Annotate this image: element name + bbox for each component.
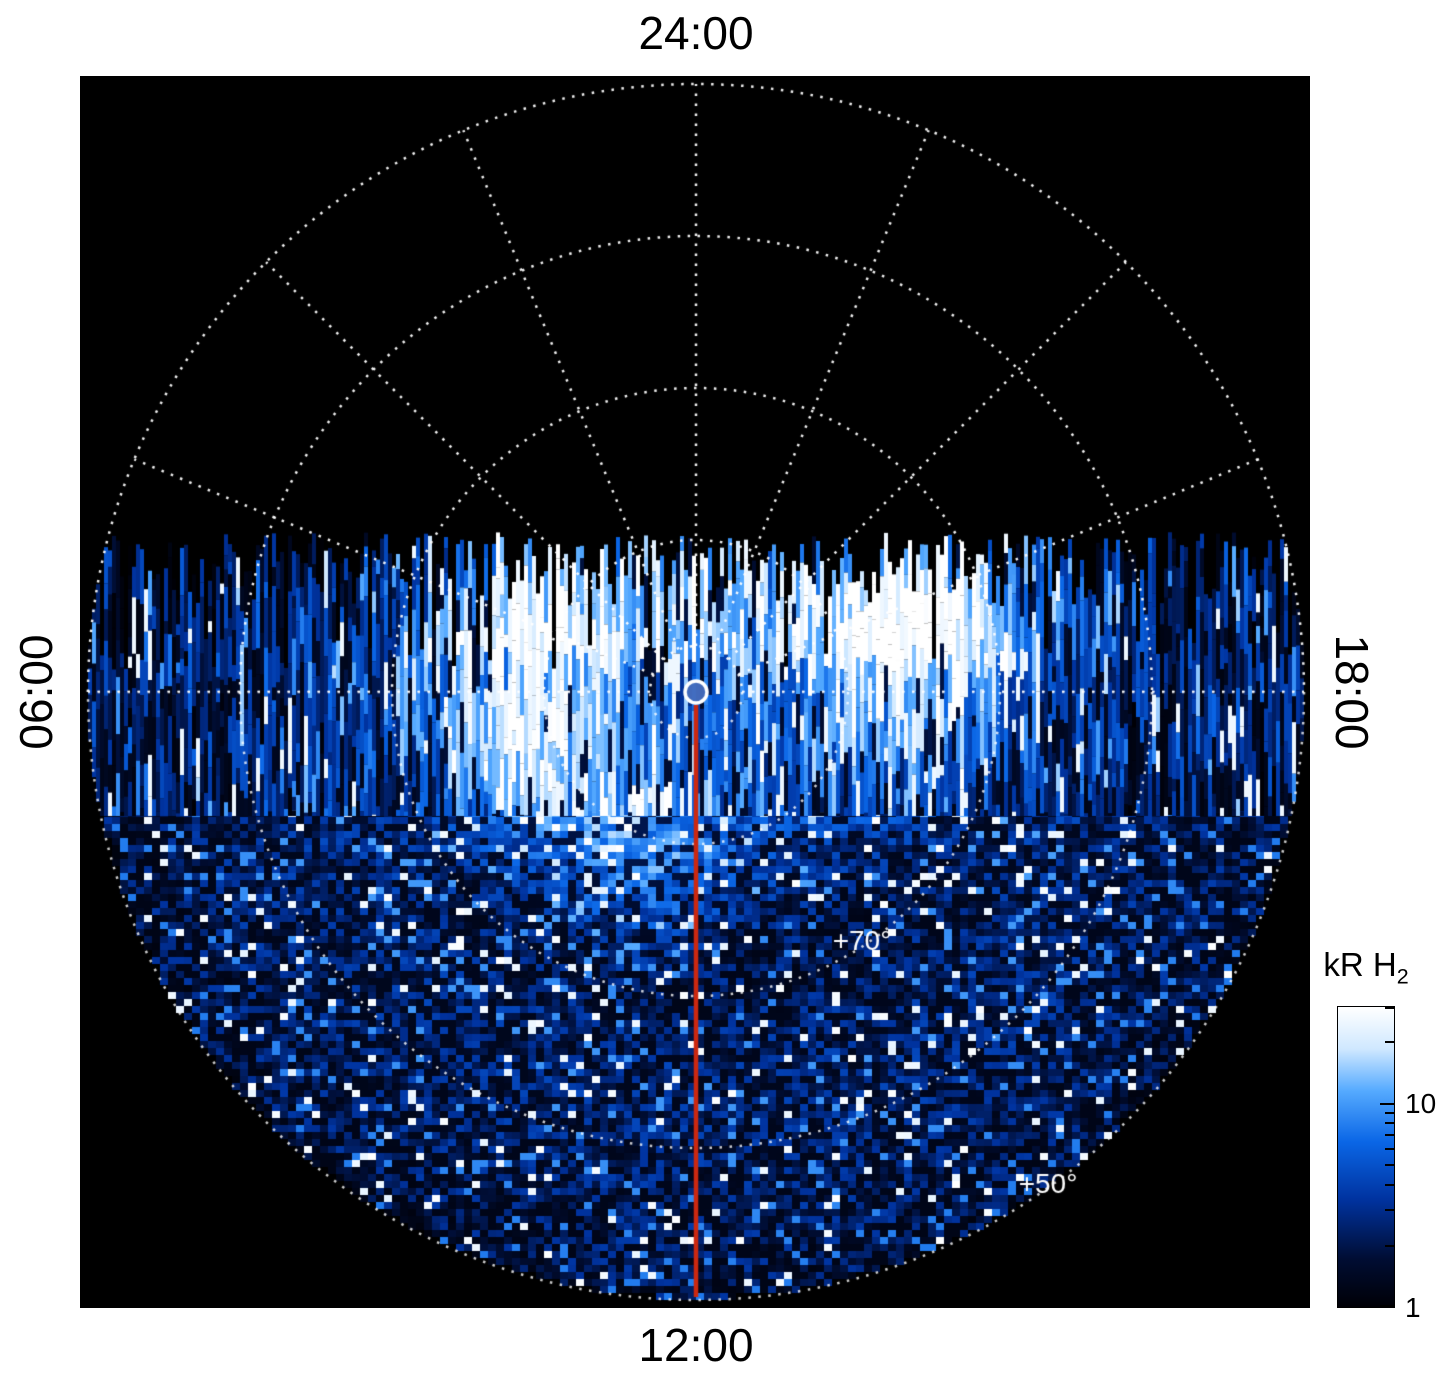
polar-heatmap-canvas bbox=[80, 76, 1310, 1308]
colorbar-title-subscript: 2 bbox=[1396, 964, 1409, 989]
colorbar-gradient bbox=[1337, 1006, 1395, 1308]
colorbar-minor-tick bbox=[1385, 1111, 1394, 1114]
local-time-label-midnight: 24:00 bbox=[638, 7, 754, 59]
colorbar-title-main: kR H bbox=[1323, 946, 1397, 983]
local-time-label-dusk: 18:00 bbox=[1326, 634, 1378, 750]
colorbar-major-tick bbox=[1380, 1102, 1394, 1105]
colorbar-minor-tick bbox=[1385, 1164, 1394, 1167]
colorbar-minor-tick bbox=[1385, 1147, 1394, 1150]
colorbar-major-tick bbox=[1380, 1305, 1394, 1307]
local-time-label-noon: 12:00 bbox=[638, 1319, 754, 1371]
colorbar-minor-tick bbox=[1385, 1245, 1394, 1248]
colorbar-minor-tick bbox=[1385, 1183, 1394, 1186]
local-time-label-dawn: 06:00 bbox=[10, 634, 62, 750]
plot-area bbox=[80, 76, 1310, 1308]
colorbar-title: kR H2 bbox=[1290, 946, 1442, 990]
colorbar-minor-tick bbox=[1385, 1007, 1394, 1009]
colorbar-minor-tick bbox=[1385, 1041, 1394, 1043]
colorbar-tick-label: 1 bbox=[1405, 1292, 1421, 1323]
colorbar-minor-tick bbox=[1385, 1134, 1394, 1137]
colorbar-tick-label: 10 bbox=[1405, 1087, 1437, 1119]
colorbar-minor-tick bbox=[1385, 1209, 1394, 1212]
colorbar-area: 10 1 bbox=[1337, 1006, 1447, 1322]
colorbar-minor-tick bbox=[1385, 1122, 1394, 1125]
